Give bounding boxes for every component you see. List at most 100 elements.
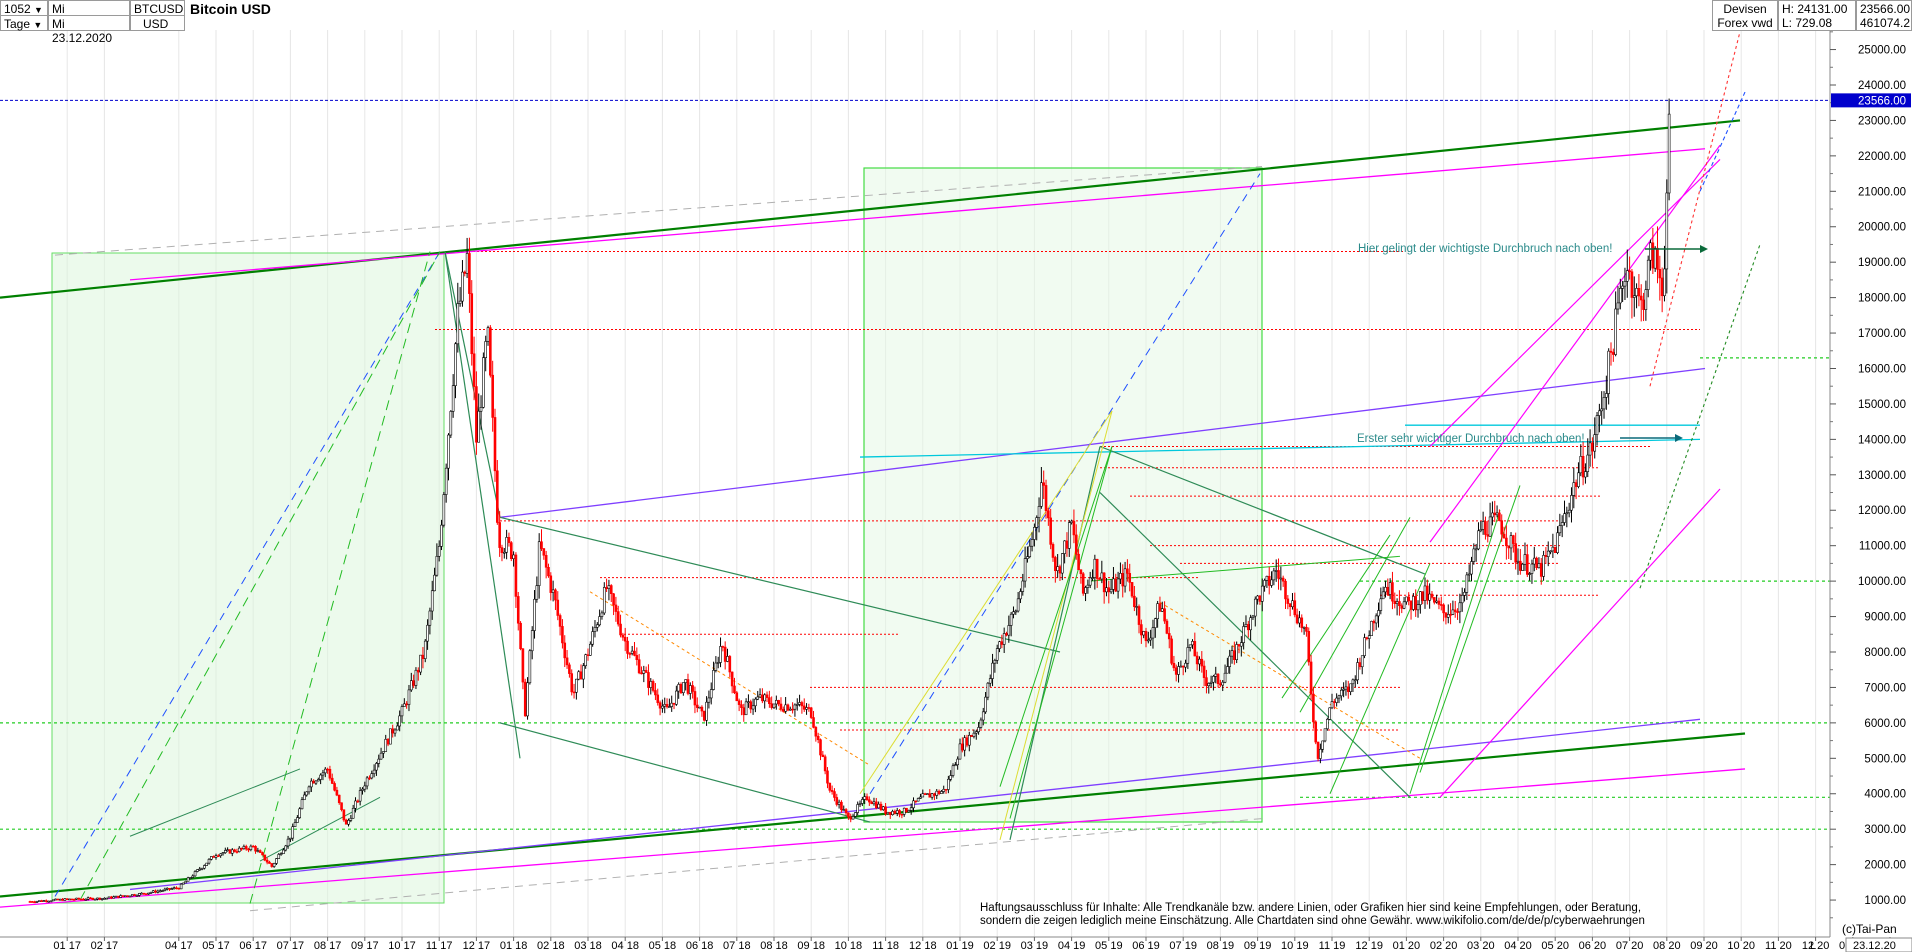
candle-body [1539,563,1543,577]
candle-body [356,800,360,803]
interval-selector[interactable]: Tage ▼ [0,15,48,31]
candle-body [670,702,674,707]
y-tick-label: 1000.00 [1864,895,1906,907]
candle-body [1223,672,1227,683]
candle-body [1537,563,1541,569]
candle-body [1042,482,1045,486]
candle-body [272,863,276,867]
candle-body [1553,546,1557,553]
candle-body [835,797,839,805]
x-tick-label: 02 18 [537,940,565,952]
candle-body [921,793,925,798]
candle-body [372,769,376,774]
candle-body [1614,308,1617,355]
y-tick-label: 24000.00 [1858,80,1906,92]
candle-body [416,669,420,673]
candle-body [816,735,820,741]
y-tick-label: 11000.00 [1859,541,1906,553]
y-tick-label: 25000.00 [1858,45,1906,57]
candle-body [1667,113,1671,194]
candle-body [1312,693,1315,723]
candle-body [279,853,283,855]
candle-body [1384,586,1387,593]
candle-body [1519,560,1522,571]
candle-body [409,680,413,691]
count-selector[interactable]: 1052 ▼ [0,0,48,16]
candle-body [768,697,771,705]
candle-body [1049,517,1052,545]
candle-body [1070,520,1073,523]
y-tick-label: 7000.00 [1864,682,1906,694]
high-text: H: 24131.00 [1782,2,1848,16]
candle-body [470,293,474,355]
candle-body [842,809,846,811]
date-from-field[interactable]: Mi 30.11.2016 [48,0,130,30]
trendline [499,367,1706,518]
candle-body [375,763,378,771]
candle-body [1567,509,1571,514]
candle-body [649,681,653,688]
candle-body [1342,688,1345,691]
disclaimer-line1: Haftungsausschluss für Inhalte: Alle Tre… [980,902,1642,914]
candle-body [730,671,734,687]
symbol-field[interactable]: BTCUSD [130,0,185,16]
candle-body [219,853,222,857]
y-tick-label: 21000.00 [1858,186,1906,198]
category-field: Devisen Forex vwd [1712,0,1778,31]
candle-body [1165,620,1169,634]
candle-body [963,737,966,751]
candle-body [275,858,278,864]
x-tick-label: 06 18 [686,940,714,952]
candle-body [579,671,583,680]
candle-body [1386,586,1390,595]
date-to-field[interactable]: Mi 23.12.2020 [48,15,130,45]
trendline [1099,492,1411,798]
candle-body [1335,697,1338,703]
candle-body [31,901,34,903]
candle-body [544,554,548,568]
candle-body [1579,456,1583,474]
x-axis: 01 17 02 17 04 17 05 17 06 17 07 17 08 17 09 17… [0,936,1912,952]
candle-body [651,681,655,691]
candle-body [856,804,860,813]
candle-body [633,650,636,656]
candle-body [70,898,74,901]
candle-body [1581,456,1585,478]
candle-body [249,845,253,850]
candle-body [316,779,320,782]
candle-body [349,817,353,821]
candle-body [182,882,185,885]
x-tick-label: 02 19 [983,940,1011,952]
trendline [869,173,1261,795]
candle-body [156,890,160,893]
candle-body [991,662,994,679]
candle-body [530,630,534,652]
candle-body [1393,600,1397,604]
candle-body [923,793,927,795]
candle-body [1088,577,1092,586]
x-tick-label: 08 17 [314,940,342,952]
candle-body [403,703,406,707]
candle-body [158,890,162,893]
candle-body [1437,600,1441,605]
candle-body [1423,585,1427,601]
candle-body [912,800,915,809]
trendline [1099,445,1426,575]
candle-body [1137,606,1141,625]
candle-body [1649,242,1652,261]
candle-body [868,799,871,803]
candle-body [233,849,236,852]
candle-body [1623,281,1627,287]
candle-body [1660,277,1664,297]
candle-body [521,648,525,683]
disclaimer-line2: sondern die zeigen lediglich meine Einsc… [980,915,1645,927]
x-tick-label: 07 18 [723,940,751,952]
candle-body [1040,482,1043,507]
candle-body [1602,397,1606,410]
currency-field: USD [130,15,185,31]
candle-body [428,610,432,626]
candle-body [1140,624,1143,636]
candle-body [679,684,683,693]
candle-body [684,679,687,683]
